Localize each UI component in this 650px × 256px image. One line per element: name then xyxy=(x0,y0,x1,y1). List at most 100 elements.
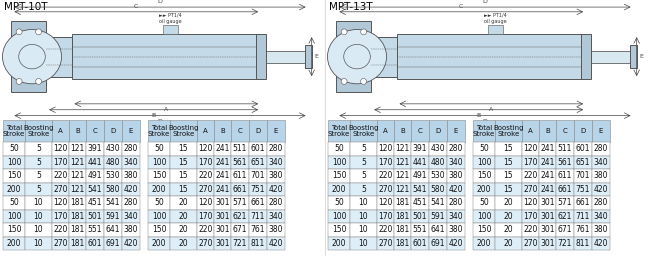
Text: 340: 340 xyxy=(124,158,138,167)
Text: 200: 200 xyxy=(332,239,346,248)
Text: 20: 20 xyxy=(504,225,514,234)
Bar xyxy=(249,209,267,223)
Text: 301: 301 xyxy=(215,239,229,248)
Bar xyxy=(148,237,170,250)
Text: 611: 611 xyxy=(558,171,572,180)
Text: 591: 591 xyxy=(431,212,445,221)
Bar xyxy=(231,209,249,223)
Bar xyxy=(429,169,447,183)
Bar xyxy=(539,196,556,209)
Text: 541: 541 xyxy=(431,198,445,207)
Bar xyxy=(69,209,86,223)
Text: C: C xyxy=(417,128,422,134)
Text: 100: 100 xyxy=(6,158,21,167)
Text: 241: 241 xyxy=(540,158,554,167)
Bar xyxy=(473,169,495,183)
Text: 430: 430 xyxy=(431,144,445,153)
Bar xyxy=(104,183,122,196)
Bar xyxy=(473,196,495,209)
Bar xyxy=(69,196,86,209)
Bar xyxy=(69,120,86,142)
Text: 15: 15 xyxy=(504,144,514,153)
Text: 10: 10 xyxy=(34,225,44,234)
Bar xyxy=(328,223,350,237)
Text: 601: 601 xyxy=(88,239,102,248)
Bar xyxy=(3,196,25,209)
Bar xyxy=(104,209,122,223)
Bar xyxy=(377,209,394,223)
Bar xyxy=(495,183,522,196)
Text: 100: 100 xyxy=(476,158,491,167)
Bar xyxy=(377,155,394,169)
Bar xyxy=(556,142,574,155)
Text: 150: 150 xyxy=(476,171,491,180)
Text: C: C xyxy=(459,4,463,9)
Text: 120: 120 xyxy=(523,198,538,207)
Bar xyxy=(377,120,394,142)
Text: 241: 241 xyxy=(540,171,554,180)
Bar xyxy=(197,142,214,155)
Bar xyxy=(231,183,249,196)
Bar xyxy=(69,155,86,169)
Text: 120: 120 xyxy=(53,144,68,153)
Text: B: B xyxy=(400,128,405,134)
Bar xyxy=(574,237,592,250)
Text: Boosting
Stroke: Boosting Stroke xyxy=(348,125,379,137)
Text: 701: 701 xyxy=(251,171,265,180)
Text: 220: 220 xyxy=(523,225,538,234)
Text: 10: 10 xyxy=(34,198,44,207)
Bar xyxy=(249,169,267,183)
Text: 420: 420 xyxy=(268,185,283,194)
Bar xyxy=(52,196,69,209)
Bar xyxy=(473,142,495,155)
Bar xyxy=(522,120,539,142)
Bar xyxy=(52,169,69,183)
Bar xyxy=(86,120,104,142)
Text: 340: 340 xyxy=(268,212,283,221)
Text: 20: 20 xyxy=(179,225,188,234)
Bar xyxy=(52,209,69,223)
Bar xyxy=(394,183,411,196)
Text: C: C xyxy=(563,128,567,134)
Bar xyxy=(556,196,574,209)
Text: E: E xyxy=(315,54,318,59)
Text: 651: 651 xyxy=(576,158,590,167)
Bar xyxy=(122,155,140,169)
Text: 241: 241 xyxy=(540,144,554,153)
Bar xyxy=(86,155,104,169)
Text: 5: 5 xyxy=(36,144,41,153)
Bar xyxy=(429,183,447,196)
Bar xyxy=(473,155,495,169)
Text: 170: 170 xyxy=(378,158,393,167)
Text: 651: 651 xyxy=(251,158,265,167)
Bar xyxy=(411,142,429,155)
Text: B: B xyxy=(476,113,481,118)
Bar xyxy=(350,142,377,155)
Bar xyxy=(86,196,104,209)
Circle shape xyxy=(36,29,42,35)
Bar xyxy=(574,120,592,142)
Bar xyxy=(122,237,140,250)
Text: 380: 380 xyxy=(268,225,283,234)
Bar xyxy=(197,120,214,142)
Text: 340: 340 xyxy=(448,158,463,167)
Bar xyxy=(394,155,411,169)
Bar xyxy=(214,142,231,155)
Text: 121: 121 xyxy=(70,185,84,194)
Text: C: C xyxy=(238,128,242,134)
Text: 280: 280 xyxy=(269,144,283,153)
Text: 170: 170 xyxy=(198,158,213,167)
Bar xyxy=(328,169,350,183)
Text: 181: 181 xyxy=(70,198,84,207)
Text: 50: 50 xyxy=(154,198,164,207)
Bar xyxy=(495,155,522,169)
Bar xyxy=(574,183,592,196)
Text: 20: 20 xyxy=(179,212,188,221)
Bar xyxy=(586,51,634,62)
Bar xyxy=(556,223,574,237)
Bar xyxy=(522,183,539,196)
Text: 200: 200 xyxy=(151,185,166,194)
Bar xyxy=(592,169,610,183)
Bar xyxy=(473,209,495,223)
Text: 170: 170 xyxy=(378,212,393,221)
